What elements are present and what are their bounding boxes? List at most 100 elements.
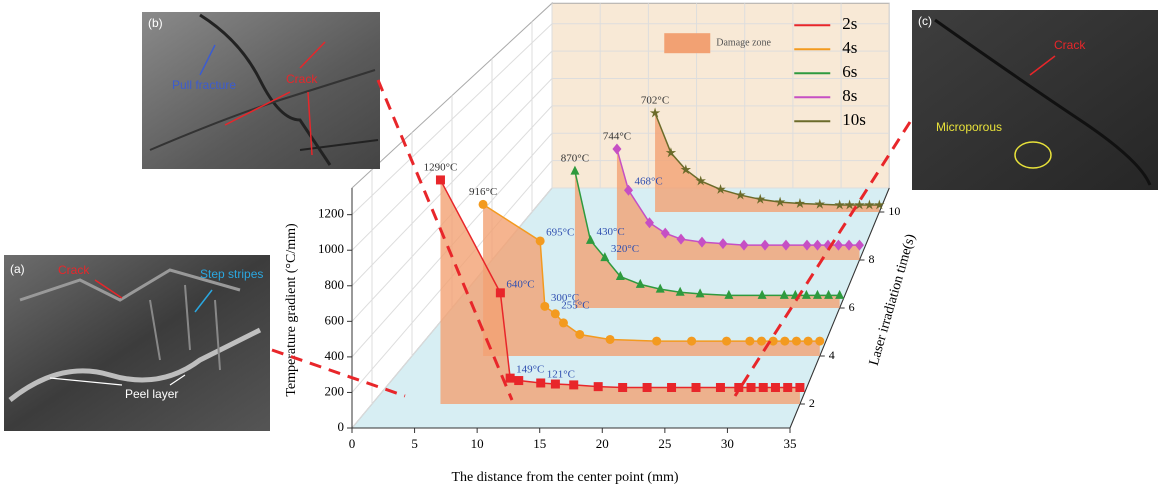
marker [540,301,550,311]
legend-label: 2s [842,14,857,33]
texture [149,284,221,371]
legend-label: Damage zone [716,37,771,48]
marker [824,289,834,299]
value-label: 1290°C [424,161,458,173]
marker [854,199,865,210]
marker [835,289,845,299]
marker [600,252,610,262]
x-axis-label: The distance from the center point (mm) [451,470,678,485]
marker [734,382,744,392]
marker [635,278,645,288]
marker [715,183,726,194]
marker [514,376,524,386]
x-tick-label: 25 [658,436,671,451]
marker [593,382,603,392]
connector [733,121,912,397]
marker [770,382,780,392]
marker [575,329,585,339]
marker [718,238,728,250]
marker [687,336,697,346]
marker [779,289,789,299]
marker [724,289,734,299]
marker [791,336,801,346]
value-label: 744°C [603,131,631,143]
value-label: 121°C [547,369,575,381]
marker [814,198,826,209]
x-tick-label: 20 [596,436,609,451]
inset-label: (b) [148,16,163,30]
marker [505,373,515,383]
inset-label: (c) [918,14,932,28]
legend-patch [664,33,711,54]
value-label: 916°C [469,186,497,198]
value-label: 695°C [546,227,574,239]
marker [550,309,560,319]
series: 744°C 468°C [603,131,864,260]
value-label: 320°C [611,243,639,255]
marker [615,271,625,281]
y-tick-label: 400 [325,348,345,363]
arrow [94,279,123,299]
marker [802,239,812,251]
value-label: 468°C [634,176,662,188]
legend-label: 8s [842,86,857,105]
series-line [616,148,860,246]
marker [781,239,791,251]
annotation: Pull fracture [172,78,236,92]
legend: Damage zone 2s 4s 6s 8s 10s [664,14,866,129]
value-label: 702°C [641,95,669,107]
annotation: Crack [1054,38,1086,52]
z-tick-label: 4 [829,348,835,362]
x-tick-label: 15 [533,436,546,451]
marker [667,382,677,392]
x-tick-label: 5 [411,436,418,451]
marker [780,336,790,346]
arrow [224,41,326,156]
marker [758,382,768,392]
x-tick-label: 35 [784,436,797,451]
texture [149,69,376,151]
marker [795,382,805,392]
texture [8,327,262,402]
marker [695,288,705,298]
marker [844,199,855,210]
series: 870°C 430°C 320°C [561,153,845,308]
inset-a: (a) Crack Step stripes Peel layer [4,255,270,431]
marker [745,336,755,346]
sem-image [4,255,270,431]
x-tick-label: 0 [349,436,356,451]
marker [535,236,545,246]
marker [812,289,822,299]
series: 702°C [641,95,885,212]
y-tick-label: 600 [325,312,345,327]
texture [19,268,241,302]
texture [299,139,379,151]
inset-b: (b) Pull fracture Crack [142,12,380,169]
grid-line [351,132,890,358]
marker [691,382,701,392]
marker [768,336,778,346]
inset-label: (a) [10,262,25,276]
arrow [49,374,186,386]
annotation: Crack [286,72,318,86]
marker [697,236,707,248]
marker [833,239,843,251]
damage-area [440,179,800,404]
marker [642,382,652,392]
value-label: 300°C [551,292,579,304]
damage-area [655,113,880,212]
marker [695,175,706,186]
y-tick-label: 1200 [318,206,344,221]
marker [757,289,767,299]
grid-line [351,23,890,216]
legend-label: 10s [842,110,866,129]
arrow [199,44,216,76]
z-tick-label: 10 [888,204,900,218]
marker [644,217,654,229]
marker [815,336,825,346]
grid-line [351,77,890,287]
value-label: 255°C [561,299,589,311]
marker [834,199,845,210]
marker [665,147,677,158]
sem-image [142,12,380,169]
